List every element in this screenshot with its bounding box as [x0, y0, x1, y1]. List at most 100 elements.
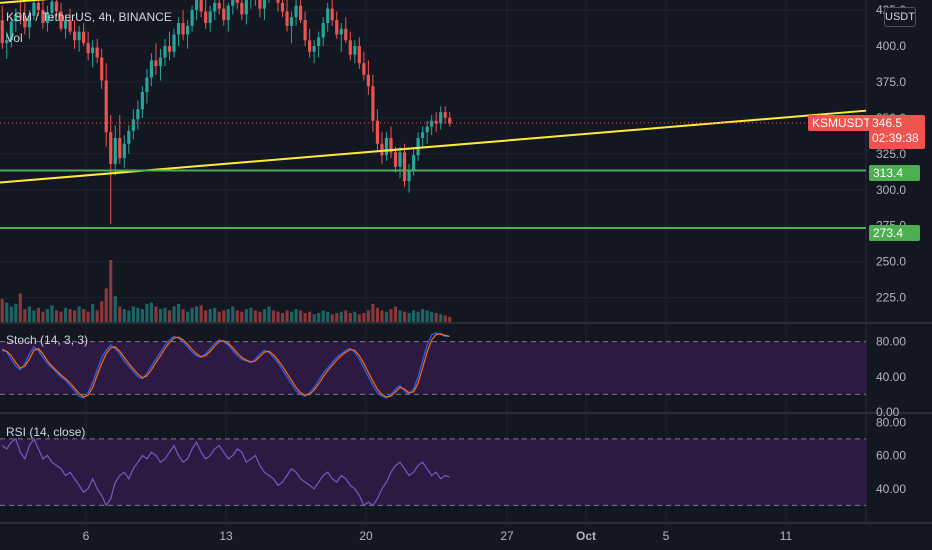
volume-bar [244, 309, 248, 322]
volume-bar [41, 311, 45, 322]
candle-body [330, 8, 334, 21]
candle-body [185, 25, 190, 35]
candle-body [95, 47, 99, 58]
level-tag-2: 273.4 [869, 225, 920, 241]
candle-body [213, 2, 217, 12]
candle-body [308, 40, 312, 52]
candle-body [86, 43, 90, 54]
volume-bar [344, 310, 348, 322]
volume-bar [280, 312, 285, 322]
rsi-series-line [1, 437, 450, 507]
price-tick-label: 375.0 [876, 75, 906, 89]
volume-bar [312, 314, 316, 322]
candle-body [18, 14, 22, 18]
candle-body [181, 23, 185, 35]
candle-body [145, 77, 149, 92]
candle-body [416, 138, 420, 156]
candle-body [231, 0, 235, 6]
candle-body [54, 1, 59, 12]
candle-body [321, 23, 325, 38]
volume-label[interactable]: Vol [6, 31, 23, 45]
volume-bar [249, 307, 253, 322]
trendlines [0, 0, 867, 184]
currency-button[interactable]: USDT [884, 7, 916, 27]
candle-body [176, 23, 181, 35]
candle-body [335, 20, 339, 35]
candle-body [190, 10, 194, 26]
volume-bar [18, 293, 22, 322]
volume-bar [72, 310, 77, 322]
trendline [0, 0, 49, 4]
candle-body [113, 138, 117, 164]
stoch-label[interactable]: Stoch (14, 3, 3) [6, 333, 89, 347]
time-tick-label: 13 [219, 529, 233, 543]
candle-body [208, 11, 212, 23]
volume-bar [127, 310, 131, 322]
candle-body [0, 20, 4, 44]
candle-body [59, 11, 63, 29]
symbol-legend[interactable]: KSM / TetherUS, 4h, BINANCE [6, 10, 172, 24]
candle-body [32, 2, 36, 16]
candle-body [380, 143, 384, 156]
stoch-series-line [2, 333, 450, 398]
candle-body [195, 0, 199, 11]
candle-body [348, 40, 352, 55]
candle-body [158, 57, 163, 67]
candle-body [68, 20, 72, 32]
volume-bar [389, 309, 393, 322]
volume-bar [384, 311, 389, 322]
rsi-tick-label: 80.00 [876, 415, 906, 429]
volume-bar [335, 312, 339, 322]
volume-bar [213, 307, 217, 322]
volume-bars [0, 260, 452, 322]
candle-body [136, 109, 140, 120]
volume-bar [339, 311, 343, 322]
volume-bar [14, 303, 18, 322]
volume-bar [131, 306, 135, 322]
candle-body [421, 132, 425, 138]
candle-body [371, 86, 375, 121]
volume-bar [235, 310, 239, 322]
volume-bar [321, 310, 325, 322]
volume-bar [330, 314, 334, 322]
candle-body [393, 152, 398, 167]
stoch-lines [1, 332, 450, 399]
volume-bar [357, 314, 361, 322]
volume-bar [407, 312, 411, 322]
price-tick-label: 300.0 [876, 183, 906, 197]
candle-body [50, 1, 54, 13]
candle-body [100, 57, 104, 81]
volume-bar [199, 305, 203, 322]
price-tick-label: 250.0 [876, 255, 906, 269]
candle-body [357, 46, 361, 64]
candle-body [226, 5, 230, 21]
volume-bar [375, 307, 380, 322]
candle-body [199, 0, 203, 12]
candle-body [443, 112, 447, 118]
volume-bar [276, 311, 280, 322]
volume-bar [271, 310, 276, 322]
oscillator-bands [0, 341, 866, 506]
candle-body [163, 46, 167, 58]
volume-bar [190, 307, 194, 322]
candle-body [222, 8, 226, 21]
volume-bar [448, 316, 452, 322]
rsi-line [1, 437, 450, 507]
volume-bar [326, 311, 330, 322]
candle-body [344, 28, 348, 41]
volume-bar [0, 298, 4, 322]
rsi-band-fill [0, 438, 866, 506]
candle-body [317, 37, 321, 46]
countdown-value: 02:39:38 [872, 131, 919, 145]
volume-bar [149, 302, 154, 322]
candle-body [276, 0, 280, 3]
rsi-label[interactable]: RSI (14, close) [6, 425, 86, 439]
ticker-tag: KSMUSDT [808, 115, 875, 131]
volume-bar [253, 310, 257, 322]
candle-body [127, 130, 131, 144]
candle-body [280, 2, 285, 12]
volume-bar [362, 312, 366, 322]
volume-bar [63, 307, 68, 322]
stoch-series-line [1, 332, 450, 399]
